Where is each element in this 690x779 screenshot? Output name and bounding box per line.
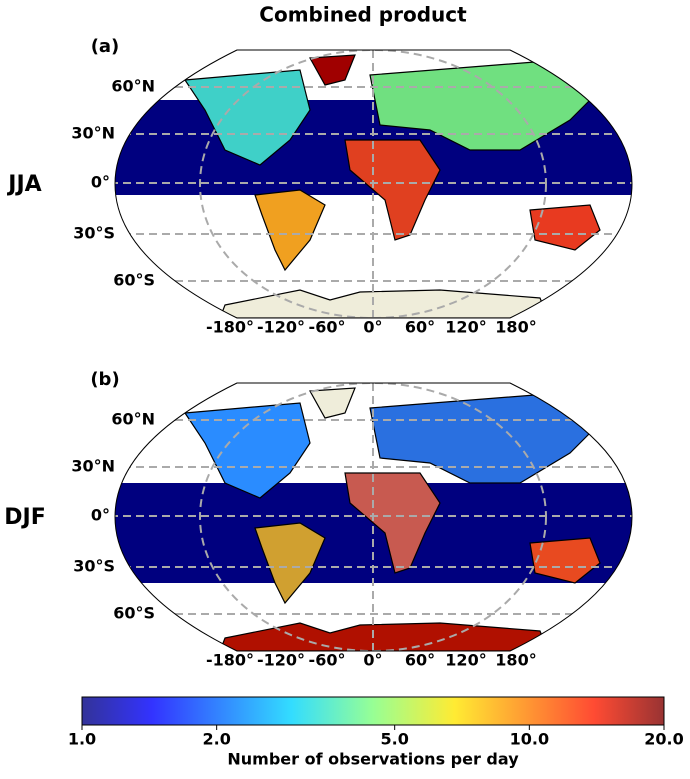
- colorbar-tick-label: 20.0: [644, 730, 683, 749]
- map-outline: [114, 49, 633, 319]
- colorbar-tick-label: 2.0: [202, 730, 230, 749]
- colorbar-tick-label: 5.0: [381, 730, 409, 749]
- lat-label: 30°S: [73, 557, 115, 576]
- lon-label: 180°: [495, 318, 536, 337]
- lat-label: 60°S: [113, 604, 155, 623]
- figure-title: Combined product: [259, 3, 467, 27]
- map-outline: [114, 382, 633, 652]
- lon-label: -120°: [257, 651, 305, 670]
- land-au: [529, 537, 601, 584]
- map-content: [115, 50, 632, 318]
- land-sa: [254, 189, 326, 272]
- lon-label: 120°: [445, 651, 486, 670]
- panel-label: (a): [91, 36, 120, 57]
- lon-label: -60°: [309, 651, 346, 670]
- lon-label: 180°: [495, 651, 536, 670]
- meridian: [199, 383, 547, 651]
- lat-label: 0°: [91, 506, 110, 525]
- lat-label: 60°N: [111, 77, 155, 96]
- season-label: JJA: [6, 172, 41, 197]
- land-na: [183, 69, 311, 166]
- land-gl: [309, 387, 356, 419]
- lat-label: 0°: [91, 173, 110, 192]
- lon-label: 0°: [363, 318, 382, 337]
- lat-label: 30°S: [73, 224, 115, 243]
- land-au: [529, 204, 601, 251]
- colorbar-tick-label: 10.0: [510, 730, 549, 749]
- lon-label: 60°: [405, 651, 435, 670]
- lat-label: 30°N: [71, 124, 115, 143]
- map-panel: (a) JJA 60°N 30°N 0° 30°S 60°S -180° -120° -60° 0°…: [6, 36, 633, 337]
- land-na: [183, 402, 311, 499]
- map-content: [115, 383, 632, 651]
- lon-label: -180°: [206, 651, 254, 670]
- meridian: [199, 50, 547, 318]
- colorbar-fill: [81, 696, 665, 726]
- land-gl: [309, 54, 356, 86]
- map-panel: (b) DJF 60°N 30°N 0° 30°S 60°S -180° -120° -60° 0°…: [4, 369, 633, 670]
- lon-label: -120°: [257, 318, 305, 337]
- lon-label: -60°: [309, 318, 346, 337]
- lon-label: 120°: [445, 318, 486, 337]
- lat-label: 60°S: [113, 271, 155, 290]
- season-label: DJF: [4, 505, 45, 530]
- lon-label: 60°: [405, 318, 435, 337]
- lat-label: 30°N: [71, 457, 115, 476]
- lon-label: 0°: [363, 651, 382, 670]
- lat-label: 60°N: [111, 410, 155, 429]
- lon-label: -180°: [206, 318, 254, 337]
- colorbar: 1.0 2.0 5.0 10.0 20.0 Number of observations …: [68, 696, 684, 769]
- land-sa: [254, 522, 326, 605]
- colorbar-label: Number of observations per day: [227, 750, 519, 769]
- colorbar-tick-label: 1.0: [68, 730, 96, 749]
- panel-label: (b): [90, 369, 119, 390]
